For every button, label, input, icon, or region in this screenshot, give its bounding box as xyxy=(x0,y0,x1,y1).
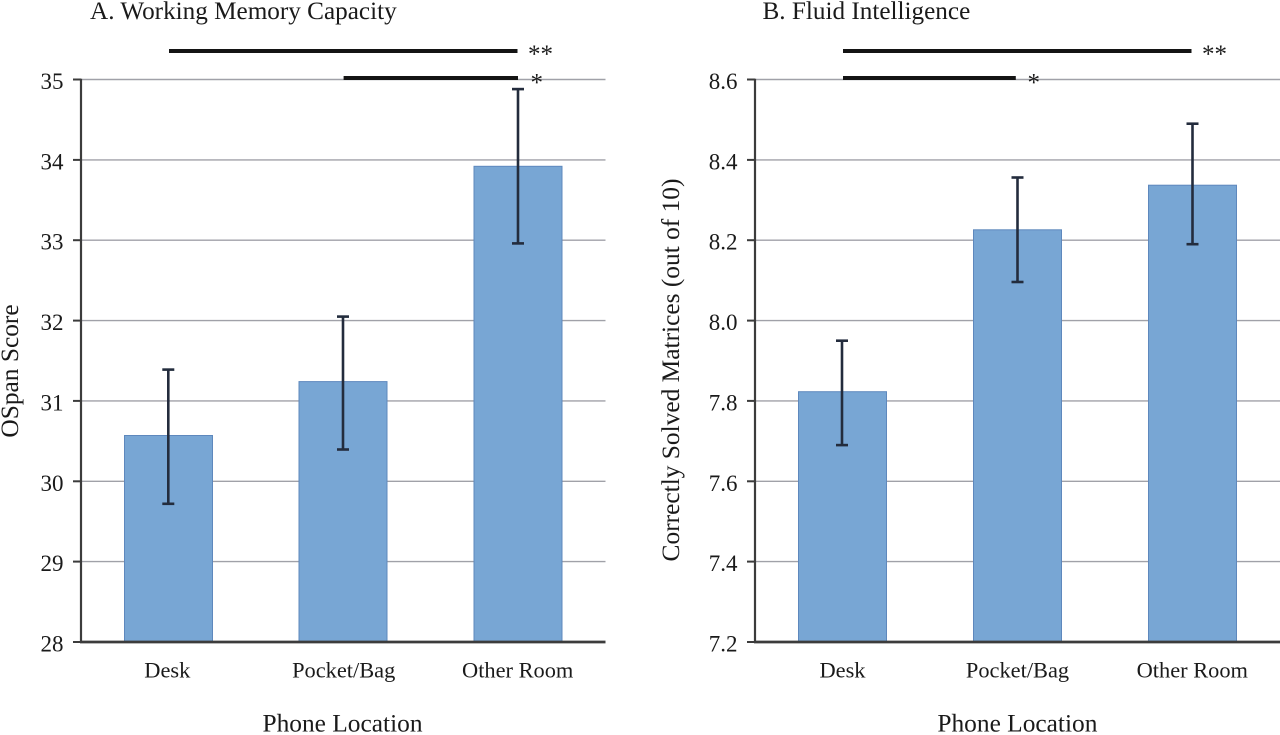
svg-text:7.4: 7.4 xyxy=(709,551,738,576)
svg-text:**: ** xyxy=(1202,41,1227,68)
svg-text:Other Room: Other Room xyxy=(462,658,574,683)
svg-text:8.0: 8.0 xyxy=(709,310,738,335)
svg-text:Desk: Desk xyxy=(819,658,866,683)
svg-text:7.6: 7.6 xyxy=(709,471,738,496)
svg-text:*: * xyxy=(1028,69,1041,96)
svg-text:8.4: 8.4 xyxy=(709,149,738,174)
svg-text:Pocket/Bag: Pocket/Bag xyxy=(966,658,1069,683)
svg-text:29: 29 xyxy=(41,551,64,576)
svg-text:31: 31 xyxy=(41,390,64,415)
svg-text:8.2: 8.2 xyxy=(709,230,738,255)
svg-text:30: 30 xyxy=(41,471,64,496)
svg-text:28: 28 xyxy=(41,632,64,657)
svg-text:Correctly Solved Matrices (out: Correctly Solved Matrices (out of 10) xyxy=(657,179,685,562)
svg-text:34: 34 xyxy=(41,149,65,174)
svg-text:A. Working Memory Capacity: A. Working Memory Capacity xyxy=(90,0,397,25)
svg-text:Other Room: Other Room xyxy=(1137,658,1249,683)
svg-text:35: 35 xyxy=(41,69,64,94)
svg-text:32: 32 xyxy=(41,310,64,335)
svg-text:Pocket/Bag: Pocket/Bag xyxy=(292,658,395,683)
svg-text:B. Fluid Intelligence: B. Fluid Intelligence xyxy=(763,0,971,25)
svg-text:7.2: 7.2 xyxy=(709,632,738,657)
svg-text:Desk: Desk xyxy=(144,658,191,683)
svg-text:Phone Location: Phone Location xyxy=(937,710,1097,735)
svg-text:Phone Location: Phone Location xyxy=(262,710,422,735)
svg-text:33: 33 xyxy=(41,230,64,255)
svg-text:**: ** xyxy=(528,41,553,68)
svg-text:8.6: 8.6 xyxy=(709,69,738,94)
svg-text:*: * xyxy=(530,69,543,96)
svg-text:OSpan Score: OSpan Score xyxy=(0,304,24,437)
svg-text:7.8: 7.8 xyxy=(709,390,738,415)
